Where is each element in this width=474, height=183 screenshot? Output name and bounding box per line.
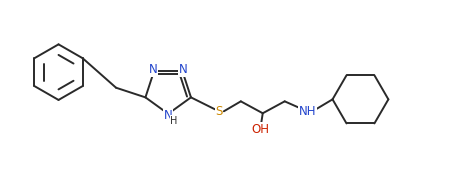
Text: NH: NH bbox=[299, 105, 316, 118]
Text: S: S bbox=[215, 105, 223, 118]
Text: N: N bbox=[164, 109, 173, 122]
Text: H: H bbox=[171, 116, 178, 126]
Text: N: N bbox=[179, 63, 188, 76]
Text: N: N bbox=[149, 63, 157, 76]
Text: OH: OH bbox=[252, 123, 270, 136]
